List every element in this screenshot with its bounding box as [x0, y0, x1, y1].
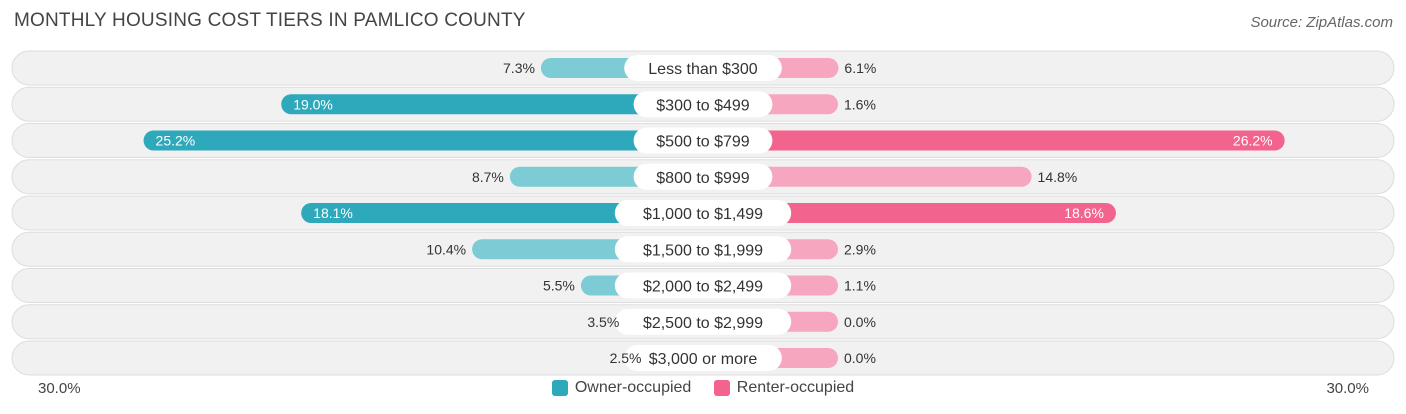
owner-value-label: 18.1%	[313, 205, 353, 221]
renter-value-label: 1.6%	[844, 96, 876, 112]
category-pill	[633, 127, 773, 154]
renter-bar	[703, 166, 1032, 187]
owner-value-label: 10.4%	[426, 241, 466, 257]
renter-value-label: 2.9%	[844, 241, 876, 257]
renter-value-label: 18.6%	[1064, 205, 1104, 221]
category-pill	[633, 91, 773, 118]
owner-bar	[281, 94, 703, 115]
renter-value-label: 6.1%	[844, 60, 876, 76]
category-label: $1,000 to $1,499	[643, 206, 763, 223]
category-label: $2,500 to $2,999	[643, 315, 763, 332]
renter-value-label: 0.0%	[844, 314, 876, 330]
axis-right-label: 30.0%	[1326, 380, 1369, 397]
owner-value-label: 19.0%	[293, 96, 333, 112]
category-pill	[624, 345, 782, 371]
owner-bar	[143, 130, 703, 151]
legend-label-owner: Owner-occupied	[574, 379, 692, 396]
category-label: $2,000 to $2,499	[643, 279, 763, 296]
axis-left-label: 30.0%	[38, 380, 81, 397]
category-label: $300 to $499	[656, 97, 750, 114]
category-label: $800 to $999	[656, 170, 750, 187]
category-label: $500 to $799	[656, 134, 750, 151]
category-pill	[624, 55, 782, 81]
legend-swatch-owner	[551, 380, 568, 396]
category-pill	[614, 200, 792, 226]
legend-item-renter: Renter-occupied	[713, 379, 855, 397]
category-label: $1,500 to $1,999	[643, 242, 763, 259]
legend: Owner-occupied Renter-occupied	[0, 379, 1406, 401]
renter-value-label: 0.0%	[844, 350, 876, 366]
owner-value-label: 25.2%	[156, 133, 196, 149]
renter-bar	[703, 203, 1116, 223]
category-pill	[614, 236, 792, 263]
legend-item-owner: Owner-occupied	[551, 379, 692, 397]
owner-value-label: 3.5%	[587, 314, 619, 330]
renter-value-label: 14.8%	[1038, 169, 1078, 185]
owner-value-label: 5.5%	[543, 278, 575, 294]
chart-title: MONTHLY HOUSING COST TIERS IN PAMLICO CO…	[14, 10, 526, 31]
legend-label-renter: Renter-occupied	[736, 379, 855, 396]
owner-bar	[301, 203, 703, 223]
owner-value-label: 2.5%	[610, 350, 642, 366]
renter-value-label: 1.1%	[844, 278, 876, 294]
chart-canvas: Less than $300 7.3% 6.1% $300 to $499 19.0% 1…	[11, 50, 1395, 376]
renter-value-label: 26.2%	[1233, 133, 1273, 149]
category-label: $3,000 or more	[649, 351, 758, 368]
category-pill	[633, 163, 773, 190]
owner-value-label: 7.3%	[503, 60, 535, 76]
legend-swatch-renter	[713, 380, 730, 396]
renter-bar	[703, 130, 1285, 151]
owner-value-label: 8.7%	[472, 169, 504, 185]
source-label: Source: ZipAtlas.com	[1250, 14, 1393, 31]
category-pill	[614, 272, 792, 299]
category-pill	[614, 308, 792, 335]
category-label: Less than $300	[648, 61, 758, 78]
